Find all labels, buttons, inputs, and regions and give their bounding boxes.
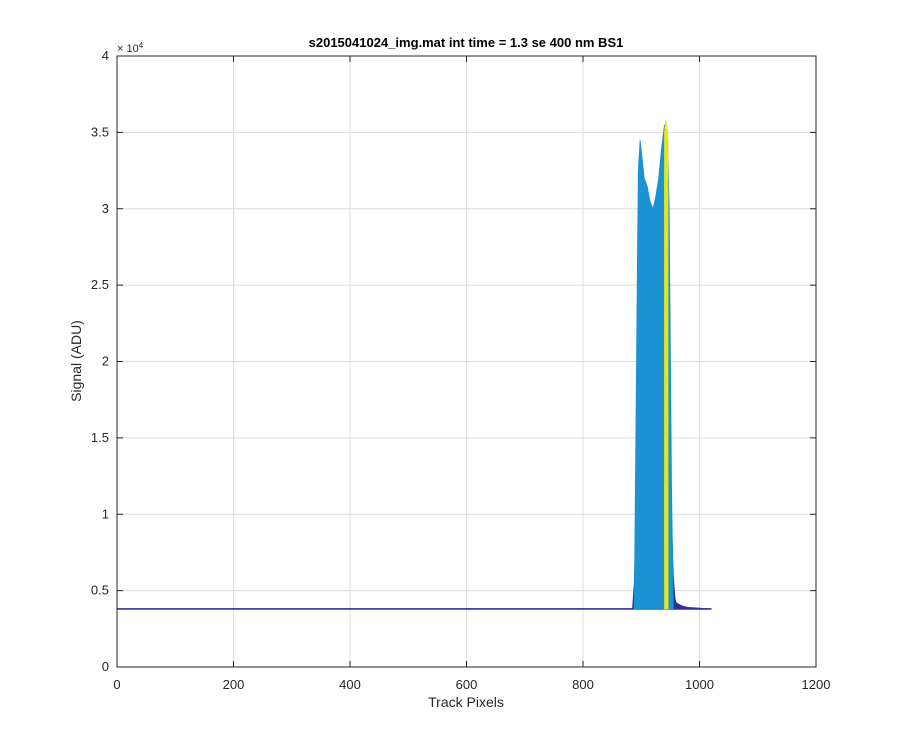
chart-title: s2015041024_img.mat int time = 1.3 se 40… [309,35,624,50]
x-tick-label: 800 [572,677,594,692]
x-axis-label: Track Pixels [428,694,504,710]
x-tick-label: 1000 [685,677,714,692]
x-tick-label: 200 [223,677,245,692]
signal-upper-band [633,124,674,611]
y-tick-label: 0 [102,659,109,674]
y-tick-label: 1 [102,506,109,521]
data-series [116,120,713,611]
x-tick-label: 400 [339,677,361,692]
y-exponent-base: × 10 [117,43,139,55]
y-exponent-power: 4 [139,41,144,50]
x-tick-label: 0 [113,677,120,692]
grid [117,56,816,667]
y-axis-label: Signal (ADU) [68,320,84,402]
signal-peak-band [664,120,669,610]
ticks: 0 200 400 600 800 1000 1200 0 0.5 1 1.5 2 2.5 3 3.5 4 [91,48,831,692]
y-tick-label: 2.5 [91,277,109,292]
y-tick-label: 1.5 [91,430,109,445]
y-exponent-multiplier: × 104 [117,41,144,55]
x-tick-label: 600 [456,677,478,692]
y-tick-label: 2 [102,354,109,369]
y-tick-label: 3.5 [91,124,109,139]
y-tick-label: 4 [102,48,109,63]
y-tick-label: 0.5 [91,583,109,598]
x-tick-label: 1200 [802,677,831,692]
y-tick-label: 3 [102,201,109,216]
